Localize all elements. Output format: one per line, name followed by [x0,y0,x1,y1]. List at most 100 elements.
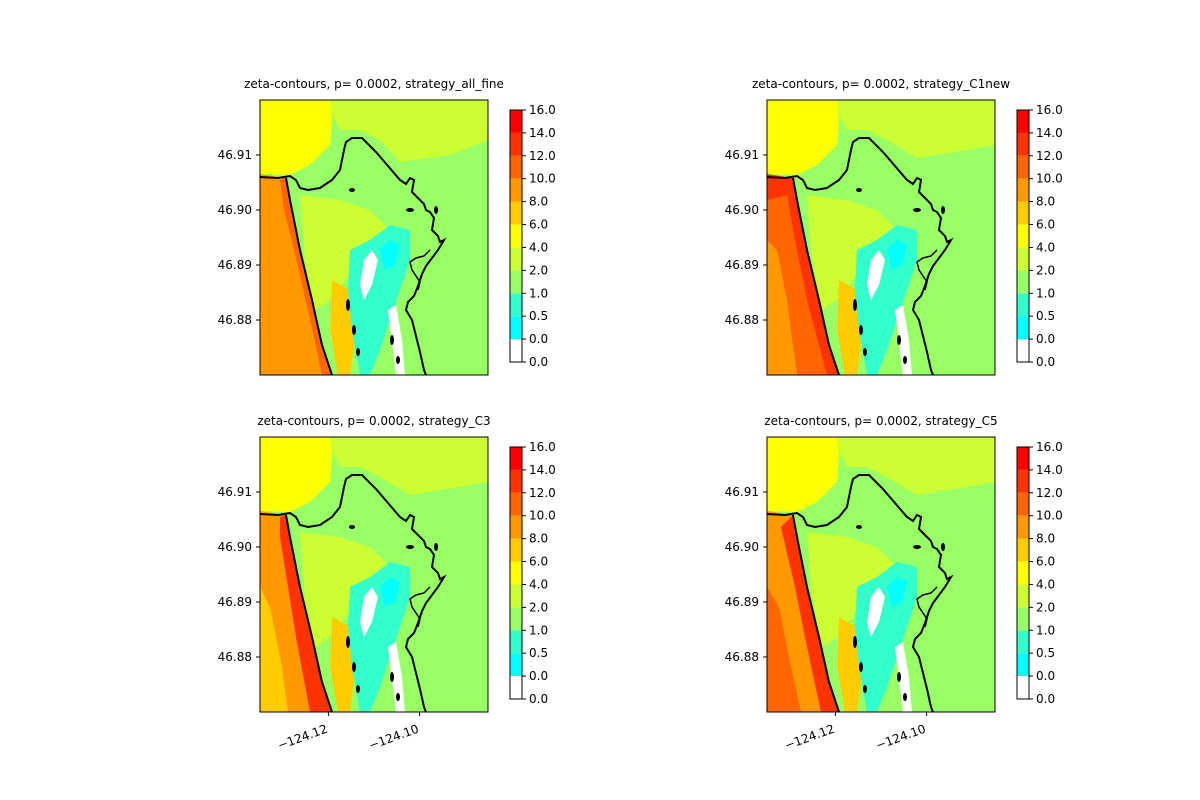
contour-fill-flats-deep [380,577,400,607]
colorbar-label: 8.0 [529,532,548,546]
contour-fill-mouth [260,100,332,175]
contour-fill-dry-2 [867,250,885,300]
ytick-label: 46.89 [725,258,759,272]
colorbar-label: 1.0 [1036,623,1055,637]
ytick-label: 46.88 [218,650,252,664]
colorbar-segment [510,270,522,294]
contour-fill-mouth [767,100,839,175]
island-5 [897,672,901,682]
colorbar-segment [1017,224,1029,248]
colorbar-label: 0.5 [529,646,548,660]
colorbar-segment [510,492,522,516]
colorbar-label: 0.0 [529,692,548,706]
colorbar-frame [1016,109,1030,363]
island-7 [406,208,414,212]
colorbar-label: 10.0 [529,172,556,186]
colorbar-label: 8.0 [529,195,548,209]
island-4 [356,348,360,356]
coastline [766,474,954,713]
island-2 [853,299,857,311]
colorbar-segment [510,201,522,225]
colorbar-label: 6.0 [1036,218,1055,232]
colorbar-label: 12.0 [1036,149,1063,163]
ytick-label: 46.88 [725,650,759,664]
colorbar-segment [1017,270,1029,294]
contour-fill-dry-2 [867,587,885,637]
contour-fill-upper [260,437,488,495]
contour-fill-east [406,192,488,375]
colorbar-segment [510,584,522,608]
colorbar-label: 2.0 [1036,600,1055,614]
colorbar-label: 0.0 [1036,355,1055,369]
colorbar-segment [510,447,522,470]
colorbar-label: 0.5 [529,309,548,323]
colorbar-segment [1017,339,1029,362]
axes-frame [259,99,489,376]
beach-line [285,177,333,376]
island-8 [434,206,438,214]
colorbar-label: 6.0 [1036,555,1055,569]
island-1 [349,188,355,192]
ytick-label: 46.91 [725,485,759,499]
island-6 [396,693,400,701]
island-4 [356,685,360,693]
colorbar-label: 1.0 [529,286,548,300]
contour-fill-dry [388,642,405,712]
colorbar-segment [1017,584,1029,608]
colorbar-segment [1017,561,1029,585]
colorbar-segment [1017,676,1029,699]
island-3 [352,325,356,335]
ytick-label: 46.91 [218,148,252,162]
ytick-label: 46.90 [725,203,759,217]
contour-fill-ocean-outer [767,587,801,712]
contour-fill-dry [388,305,405,375]
beach-line [792,177,840,376]
colorbar-label: 1.0 [529,623,548,637]
coastline-inner [409,249,431,291]
island-6 [396,356,400,364]
colorbar-frame [509,446,523,700]
colorbar-label: 4.0 [1036,240,1055,254]
island-7 [913,545,921,549]
colorbar-label: 4.0 [1036,577,1055,591]
subplot-3: zeta-contours, p= 0.0002, strategy_C3 46.… [218,414,556,753]
beach-line [285,514,333,713]
ytick-label: 46.89 [218,595,252,609]
colorbar-segment [510,316,522,340]
subplot-title: zeta-contours, p= 0.0002, strategy_C1new [752,77,1010,91]
colorbar-label: 4.0 [529,240,548,254]
island-8 [434,543,438,551]
colorbar-segment [1017,492,1029,516]
colorbar-label: 8.0 [1036,195,1055,209]
contour-fill-bay-mid [807,195,897,310]
colorbar-label: 0.0 [1036,692,1055,706]
colorbar-label: 16.0 [529,440,556,454]
ytick-label: 46.88 [218,313,252,327]
coastline [259,137,447,376]
coastline [259,474,447,713]
contour-fill-flats-deep [380,240,400,270]
contour-fill-ocean-outer [260,587,288,712]
colorbar-segment [510,469,522,493]
colorbar-segment [1017,110,1029,133]
colorbar-segment [1017,316,1029,340]
colorbar-label: 0.5 [1036,309,1055,323]
colorbar-segment [510,224,522,248]
island-5 [897,335,901,345]
colorbar-segment [510,110,522,133]
subplot-title: zeta-contours, p= 0.0002, strategy_C5 [764,414,997,428]
ytick-label: 46.88 [725,313,759,327]
ytick-label: 46.89 [725,595,759,609]
beach-line [792,514,840,713]
ytick-label: 46.89 [218,258,252,272]
coastline-inner [409,586,431,628]
colorbar: 0.0 0.0 0.5 1.0 2.0 4.0 6.0 8.0 10.0 12.0 14.0 16.0 [509,440,556,706]
axes-frame [766,99,996,376]
colorbar-label: 6.0 [529,555,548,569]
contour-fill-ocean-outer [767,240,797,375]
contour-fill-dry [895,305,912,375]
colorbar-segment [510,293,522,317]
colorbar-segment [1017,515,1029,539]
colorbar-segment [1017,630,1029,654]
